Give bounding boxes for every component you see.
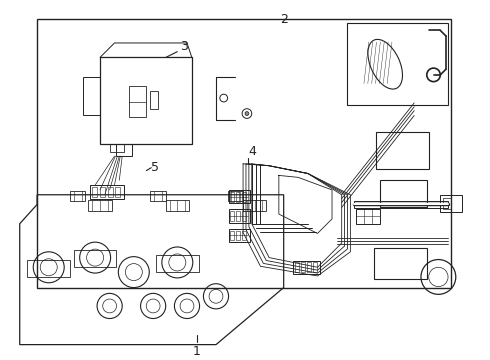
Text: 4: 4 (248, 145, 256, 158)
Bar (242, 192, 246, 202)
Text: 1: 1 (193, 345, 200, 357)
Bar (301, 262, 305, 272)
Bar (166, 199, 189, 211)
Bar (100, 187, 105, 197)
Bar (100, 58, 192, 144)
Bar (236, 192, 240, 202)
Bar (150, 191, 166, 201)
Bar (346, 23, 448, 105)
Bar (116, 187, 120, 197)
Bar (88, 199, 112, 211)
Bar (90, 185, 124, 199)
Bar (243, 199, 266, 211)
Bar (354, 201, 448, 208)
Bar (307, 262, 311, 272)
Bar (27, 260, 70, 277)
Bar (110, 144, 124, 152)
Bar (295, 262, 299, 272)
Text: 3: 3 (180, 40, 188, 53)
Bar (443, 198, 451, 209)
Bar (74, 250, 117, 267)
Bar (441, 195, 462, 212)
Bar (373, 248, 427, 279)
Bar (156, 255, 198, 272)
Bar (380, 180, 427, 207)
Bar (83, 77, 100, 116)
Bar (236, 230, 240, 240)
Text: 2: 2 (280, 13, 288, 26)
Bar (117, 144, 132, 156)
Bar (242, 211, 246, 221)
Bar (230, 211, 234, 221)
Bar (228, 209, 250, 223)
Bar (294, 261, 320, 274)
Bar (242, 230, 246, 240)
Bar (227, 191, 243, 201)
Bar (228, 229, 250, 242)
Bar (70, 191, 85, 201)
Bar (356, 209, 380, 224)
Bar (313, 262, 317, 272)
Bar (37, 19, 451, 288)
Bar (150, 91, 158, 109)
Bar (375, 132, 429, 168)
Circle shape (245, 112, 249, 116)
Bar (236, 211, 240, 221)
Bar (92, 187, 97, 197)
Bar (129, 86, 147, 117)
Text: 5: 5 (151, 161, 159, 174)
Bar (228, 190, 250, 203)
Bar (230, 192, 234, 202)
Bar (230, 230, 234, 240)
Bar (108, 187, 113, 197)
